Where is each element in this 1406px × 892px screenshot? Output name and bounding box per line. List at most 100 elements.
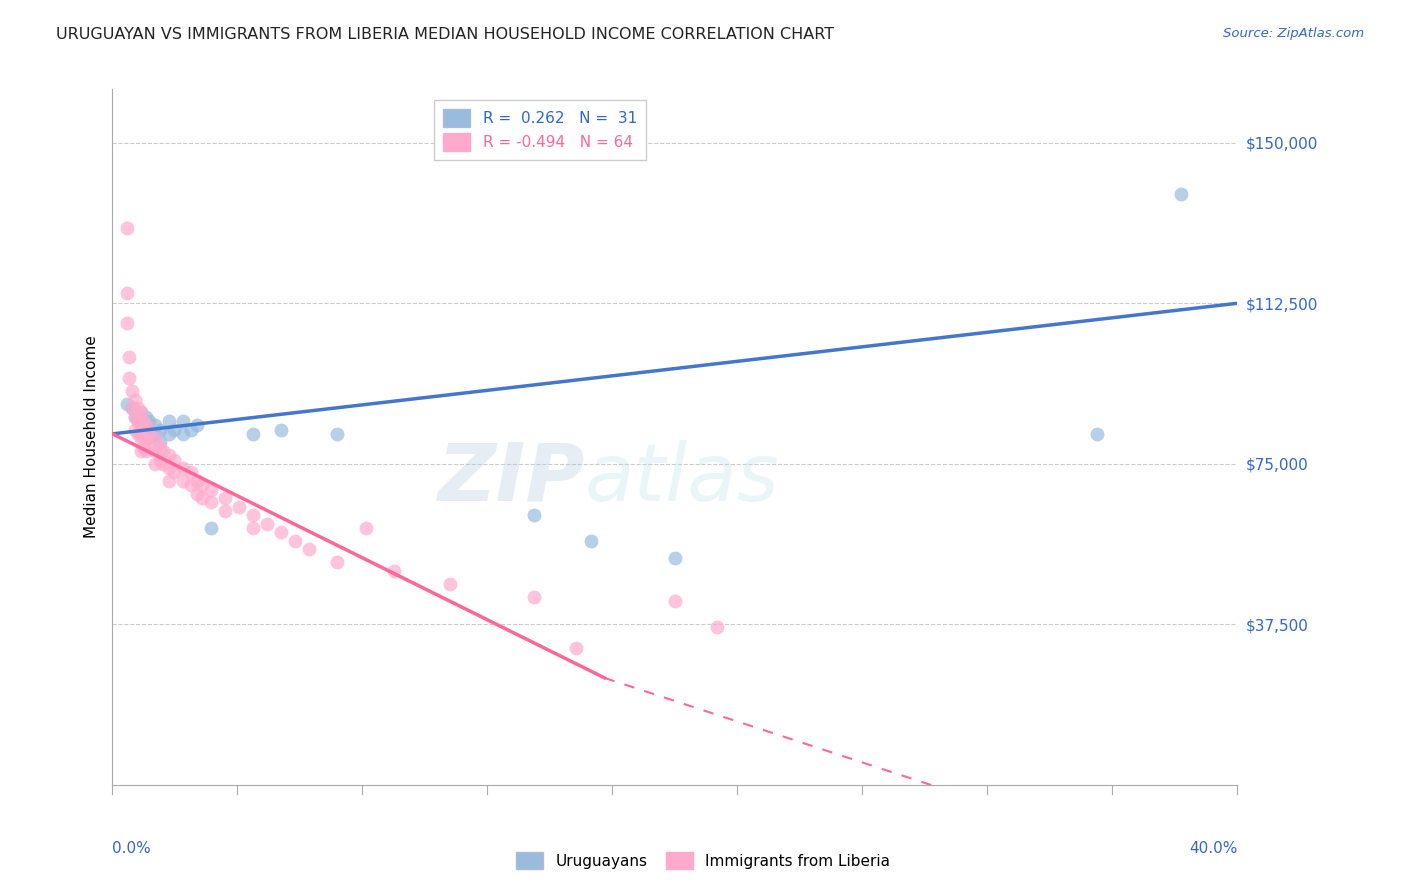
Point: [200, 483, 222, 497]
Point: [124, 409, 146, 424]
Point: [172, 474, 194, 488]
Point: [115, 285, 138, 300]
Point: [172, 461, 194, 475]
Point: [143, 457, 166, 471]
Point: [129, 444, 152, 458]
Point: [523, 590, 546, 604]
Point: [129, 426, 152, 441]
Point: [157, 461, 180, 475]
Point: [152, 457, 174, 471]
Text: URUGUAYAN VS IMMIGRANTS FROM LIBERIA MEDIAN HOUSEHOLD INCOME CORRELATION CHART: URUGUAYAN VS IMMIGRANTS FROM LIBERIA MED…: [56, 27, 834, 42]
Point: [135, 423, 157, 437]
Point: [163, 452, 186, 467]
Point: [191, 478, 214, 492]
Text: 40.0%: 40.0%: [1189, 840, 1237, 855]
Point: [121, 401, 143, 416]
Point: [143, 426, 166, 441]
Point: [186, 487, 208, 501]
Point: [118, 371, 141, 385]
Point: [1170, 187, 1192, 202]
Point: [118, 350, 141, 364]
Point: [180, 478, 202, 492]
Point: [129, 405, 152, 419]
Point: [149, 435, 172, 450]
Point: [115, 316, 138, 330]
Point: [163, 466, 186, 480]
Point: [138, 440, 160, 454]
Point: [706, 619, 728, 633]
Point: [172, 414, 194, 428]
Point: [242, 426, 264, 441]
Point: [354, 521, 377, 535]
Point: [270, 423, 292, 437]
Text: Source: ZipAtlas.com: Source: ZipAtlas.com: [1223, 27, 1364, 40]
Point: [284, 533, 307, 548]
Text: atlas: atlas: [585, 440, 780, 518]
Point: [579, 533, 602, 548]
Point: [138, 431, 160, 445]
Point: [115, 397, 138, 411]
Point: [163, 423, 186, 437]
Point: [157, 414, 180, 428]
Point: [152, 444, 174, 458]
Point: [157, 426, 180, 441]
Point: [149, 440, 172, 454]
Point: [439, 576, 461, 591]
Point: [256, 516, 278, 531]
Text: ZIP: ZIP: [437, 440, 585, 518]
Point: [127, 426, 149, 441]
Point: [298, 542, 321, 557]
Point: [186, 418, 208, 433]
Point: [135, 409, 157, 424]
Point: [191, 491, 214, 505]
Point: [242, 508, 264, 523]
Point: [214, 491, 236, 505]
Point: [157, 448, 180, 462]
Point: [565, 640, 588, 655]
Point: [132, 426, 155, 441]
Point: [200, 521, 222, 535]
Point: [228, 500, 250, 514]
Point: [326, 555, 349, 569]
Point: [143, 444, 166, 458]
Point: [129, 418, 152, 433]
Text: 0.0%: 0.0%: [112, 840, 152, 855]
Point: [135, 418, 157, 433]
Point: [129, 405, 152, 419]
Point: [172, 426, 194, 441]
Point: [149, 423, 172, 437]
Point: [138, 426, 160, 441]
Legend: R =  0.262   N =  31, R = -0.494   N = 64: R = 0.262 N = 31, R = -0.494 N = 64: [434, 100, 645, 160]
Point: [149, 452, 172, 467]
Point: [1085, 426, 1108, 441]
Point: [135, 431, 157, 445]
Point: [664, 551, 686, 566]
Point: [186, 474, 208, 488]
Point: [180, 423, 202, 437]
Point: [121, 401, 143, 416]
Legend: Uruguayans, Immigrants from Liberia: Uruguayans, Immigrants from Liberia: [509, 846, 897, 875]
Point: [270, 525, 292, 540]
Point: [214, 504, 236, 518]
Point: [115, 221, 138, 235]
Point: [127, 414, 149, 428]
Point: [135, 444, 157, 458]
Point: [132, 414, 155, 428]
Point: [143, 431, 166, 445]
Point: [129, 431, 152, 445]
Point: [132, 440, 155, 454]
Point: [180, 466, 202, 480]
Point: [138, 414, 160, 428]
Point: [124, 409, 146, 424]
Point: [157, 474, 180, 488]
Point: [200, 495, 222, 509]
Point: [143, 418, 166, 433]
Point: [121, 384, 143, 398]
Point: [129, 418, 152, 433]
Point: [242, 521, 264, 535]
Point: [124, 423, 146, 437]
Point: [326, 426, 349, 441]
Point: [127, 401, 149, 416]
Point: [523, 508, 546, 523]
Point: [124, 392, 146, 407]
